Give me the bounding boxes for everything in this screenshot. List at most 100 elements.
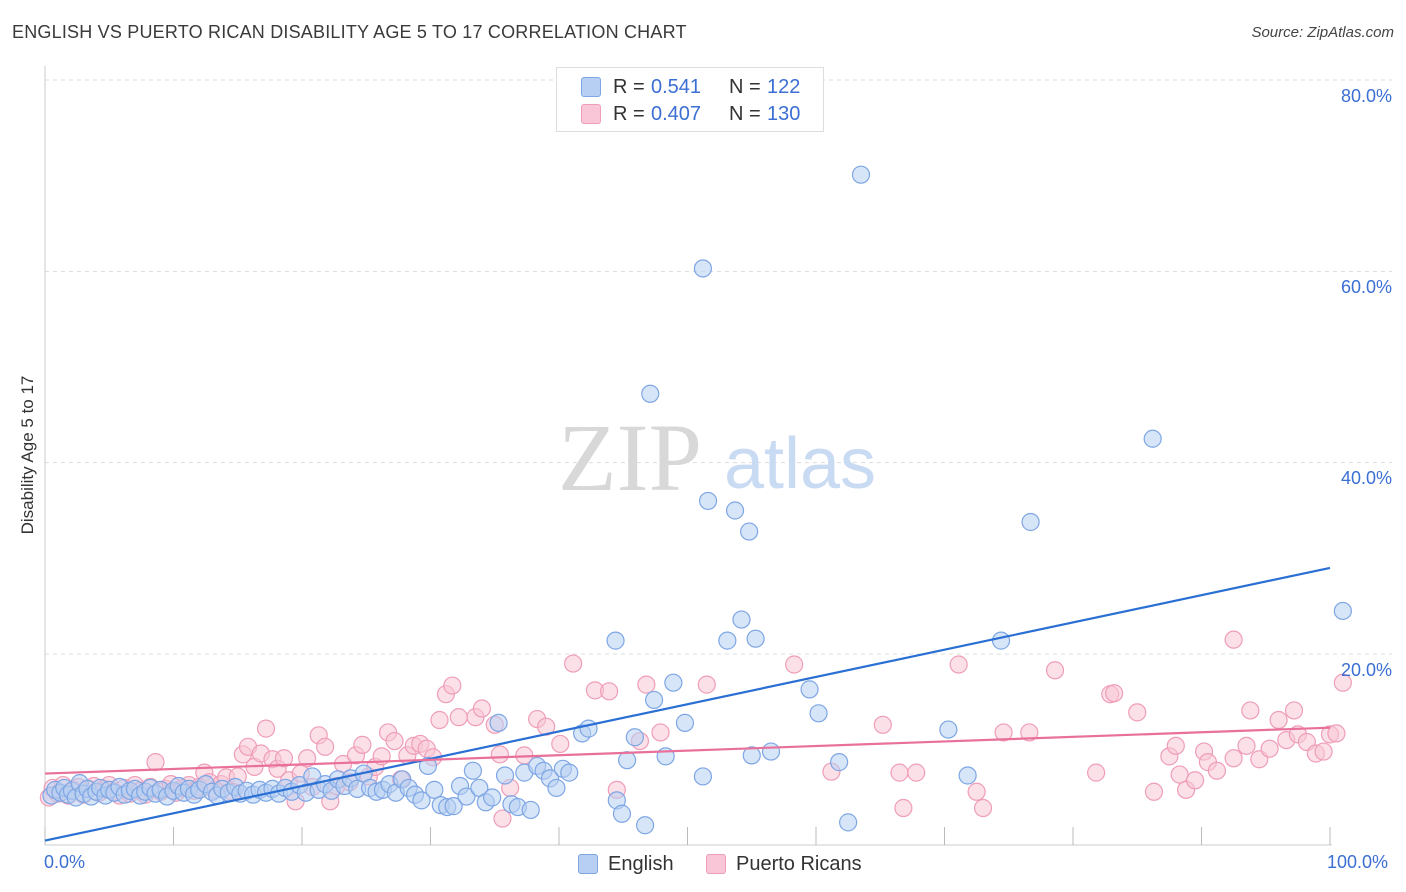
puerto-ricans-point	[1269, 710, 1288, 730]
english-point	[698, 491, 718, 511]
puerto-ricans-point	[1144, 782, 1164, 801]
puerto-ricans-point	[1224, 749, 1243, 768]
puerto-ricans-point	[274, 749, 294, 768]
puerto-ricans-point	[949, 655, 968, 674]
puerto-ricans-point	[994, 723, 1013, 742]
english-swatch	[581, 77, 601, 97]
puerto-ricans-point	[637, 675, 656, 694]
puerto-ricans-trend-line	[44, 726, 1331, 775]
english-point	[1333, 601, 1352, 621]
english-point	[732, 610, 751, 629]
puerto-ricans-point	[551, 734, 570, 754]
source-label: Source: ZipAtlas.com	[1251, 24, 1394, 41]
y-tick-label-60: 60.0%	[1340, 277, 1392, 297]
puerto-ricans-swatch	[581, 104, 601, 124]
puerto-ricans-point	[472, 699, 491, 718]
puerto-ricans-point	[1185, 771, 1205, 790]
y-tick-label-40: 40.0%	[1340, 468, 1392, 488]
english-point	[625, 728, 644, 747]
puerto-ricans-point	[1170, 765, 1189, 784]
legend-item-puerto-ricans[interactable]: Puerto Ricans	[706, 852, 862, 876]
puerto-ricans-point	[651, 723, 670, 742]
english-point	[693, 767, 713, 786]
puerto-ricans-point	[1314, 742, 1333, 761]
english-point	[495, 766, 515, 785]
english-point	[958, 766, 977, 785]
legend-item-english[interactable]: English	[578, 852, 674, 876]
legend-label-english: English	[608, 852, 674, 875]
puerto-ricans-point	[1260, 739, 1279, 758]
english-point	[547, 778, 566, 798]
puerto-ricans-point	[1105, 684, 1124, 703]
english-point	[463, 761, 483, 780]
x-tick-label-max: 100.0%	[1327, 852, 1389, 872]
stats-legend: R = 0.541 N = 122 R = 0.407 N = 130	[556, 67, 824, 132]
english-point	[641, 384, 660, 403]
n-label: N =	[729, 102, 761, 125]
puerto-ricans-point	[1166, 736, 1185, 755]
english-point	[725, 501, 745, 520]
english-point	[830, 753, 849, 772]
english-point	[851, 165, 871, 184]
english-point	[606, 631, 625, 650]
english-point	[444, 797, 463, 816]
english-point	[761, 742, 781, 761]
english-point	[618, 751, 637, 770]
english-swatch	[578, 854, 598, 874]
puerto-ricans-point	[785, 655, 804, 674]
english-point	[418, 756, 438, 776]
watermark-zip: ZIP	[558, 404, 702, 511]
english-point	[718, 631, 737, 650]
english-point	[425, 780, 444, 799]
english-point	[742, 746, 761, 765]
puerto-ricans-point	[1284, 701, 1304, 720]
english-point	[693, 259, 713, 278]
english-point	[740, 522, 759, 541]
puerto-ricans-point	[600, 682, 619, 701]
y-tick-label-20: 20.0%	[1340, 660, 1392, 680]
english-point	[489, 713, 508, 732]
puerto-ricans-point	[973, 798, 993, 818]
english-point	[664, 673, 683, 692]
r-value: 0.407	[651, 102, 702, 125]
english-trend-line	[44, 566, 1331, 842]
puerto-ricans-point	[256, 719, 276, 738]
puerto-ricans-point	[1237, 736, 1256, 755]
puerto-ricans-point	[430, 710, 449, 730]
puerto-ricans-point	[1020, 723, 1039, 742]
puerto-ricans-point	[1045, 661, 1065, 680]
puerto-ricans-point	[443, 676, 462, 695]
puerto-ricans-point	[967, 782, 986, 801]
chart-title: ENGLISH VS PUERTO RICAN DISABILITY AGE 5…	[12, 22, 687, 42]
puerto-ricans-point	[890, 763, 909, 782]
puerto-ricans-point	[1241, 701, 1260, 720]
puerto-ricans-point	[490, 745, 509, 764]
english-point	[560, 763, 579, 782]
y-tick-label-80: 80.0%	[1340, 86, 1392, 106]
r-label: R =	[613, 102, 645, 125]
watermark: ZIP atlas	[558, 404, 876, 511]
english-point	[483, 788, 502, 807]
puerto-ricans-point	[1207, 761, 1227, 780]
puerto-ricans-point	[697, 675, 716, 694]
legend-row-puerto-ricans: R = 0.407 N = 130	[581, 102, 800, 126]
puerto-ricans-point	[353, 735, 372, 754]
english-point	[635, 816, 655, 835]
puerto-ricans-point	[1327, 724, 1346, 743]
puerto-ricans-point	[298, 749, 317, 768]
english-point	[644, 690, 664, 710]
puerto-ricans-point	[1333, 673, 1352, 692]
puerto-ricans-swatch	[706, 854, 726, 874]
english-point	[1143, 429, 1162, 448]
trend-lines	[44, 566, 1331, 842]
english-point	[939, 720, 958, 739]
english-point	[412, 791, 431, 810]
puerto-ricans-point	[385, 731, 404, 751]
english-point	[579, 719, 598, 738]
puerto-ricans-point	[316, 737, 335, 756]
english-point	[839, 813, 858, 832]
watermark-atlas: atlas	[724, 424, 876, 504]
legend-label-puerto-ricans: Puerto Ricans	[736, 852, 862, 875]
puerto-ricans-point	[1224, 630, 1243, 649]
